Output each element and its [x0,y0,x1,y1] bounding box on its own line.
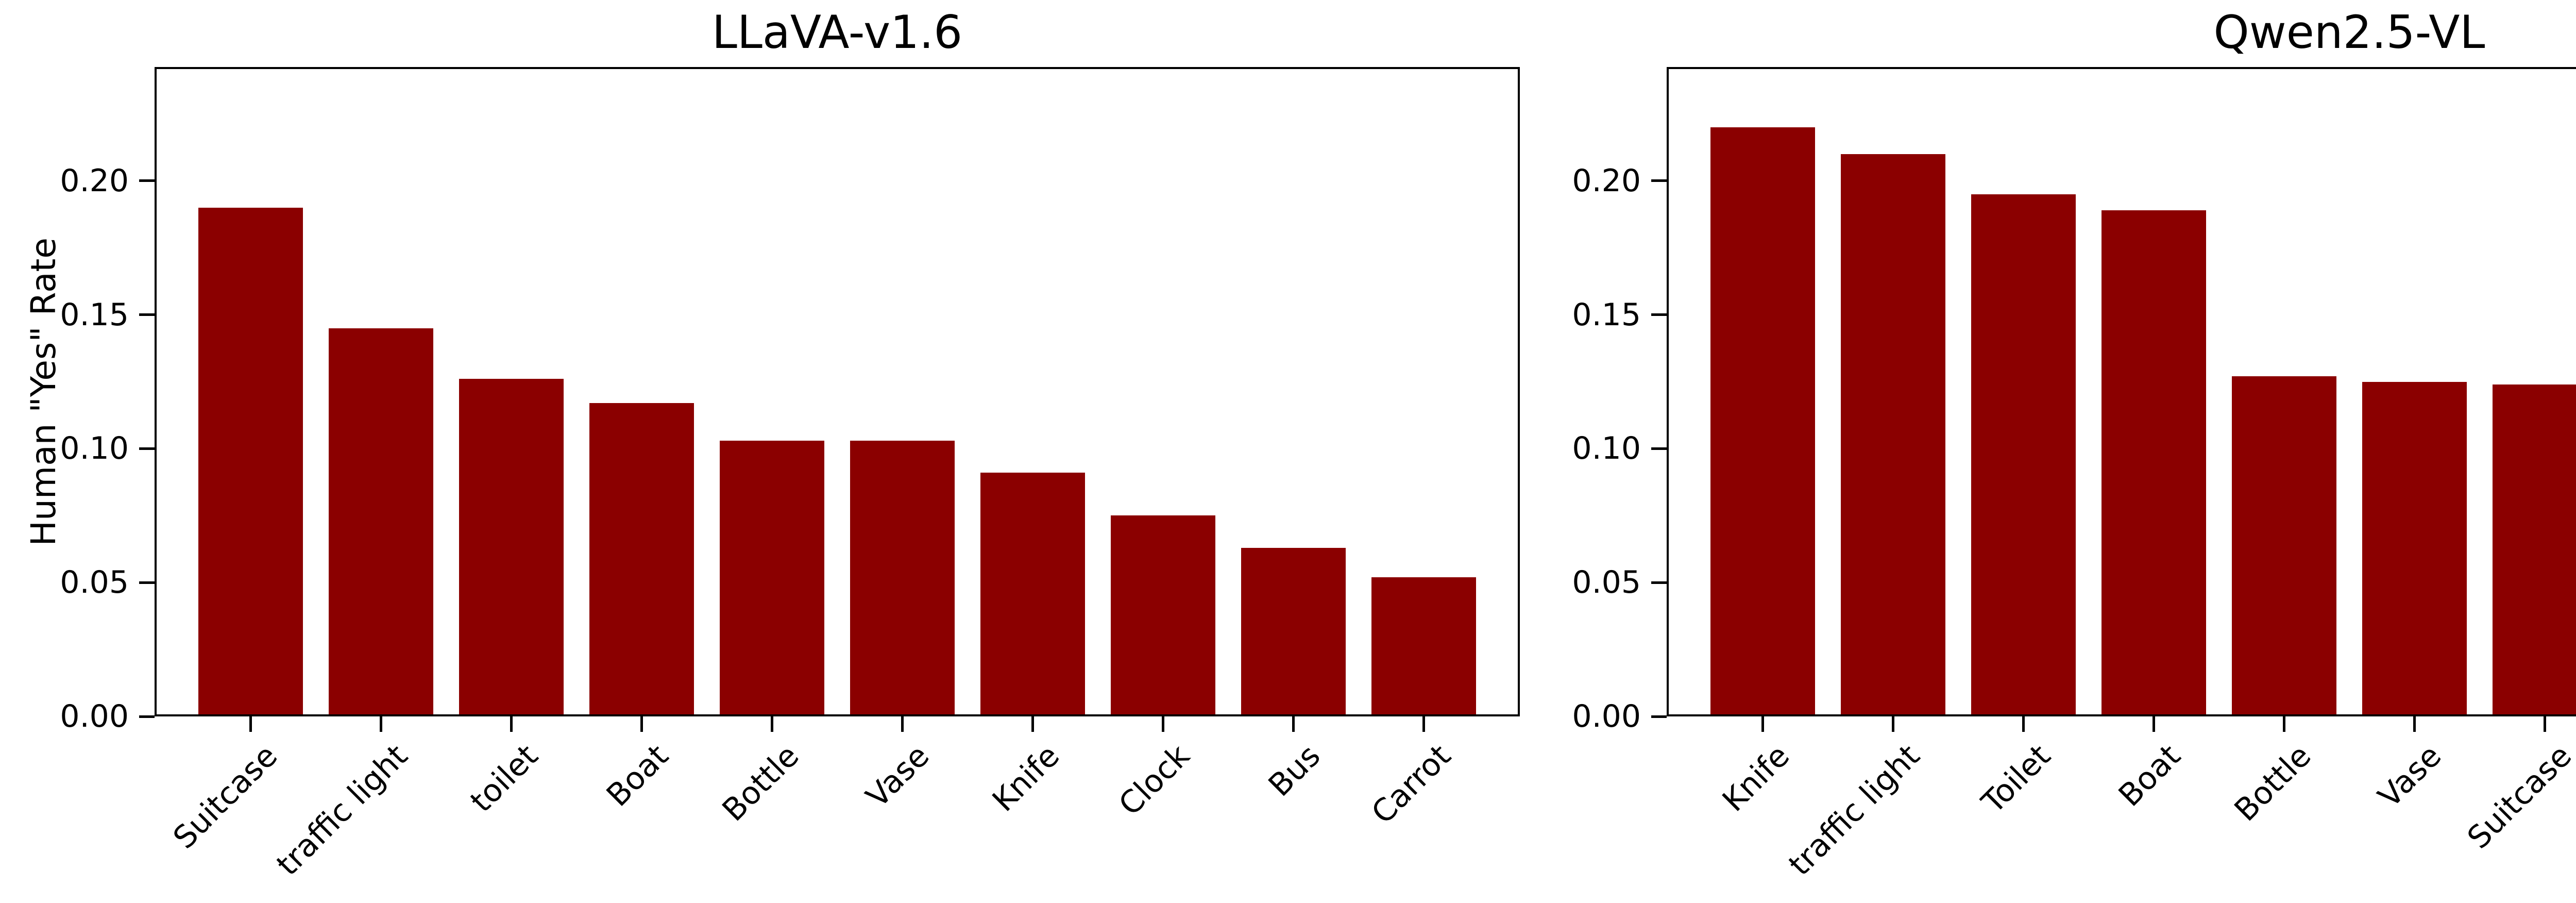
x-tick-mark [640,716,643,732]
bar-toilet [459,379,564,716]
x-tick-label: Suitcase [2461,738,2576,856]
y-tick-label: 0.10 [1572,430,1641,467]
y-tick-mark [139,581,155,584]
x-tick-label: traffic light [270,738,415,883]
bar-carrot [1371,577,1476,716]
x-tick-mark [1031,716,1034,732]
x-tick-label: Knife [1716,738,1797,819]
bar-knife [980,473,1085,716]
y-tick-mark [1651,447,1667,450]
y-tick-label: 0.05 [1572,564,1641,601]
y-tick-mark [1651,581,1667,584]
bar-bus [1241,547,1346,716]
x-tick-label: Boat [600,738,676,814]
x-tick-label: Toilet [1974,738,2058,821]
y-tick-mark [1651,715,1667,718]
bar-traffic-light [329,328,433,716]
y-tick-label: 0.15 [60,296,129,333]
bar-vase [2362,381,2467,716]
chart-title-llava: LLaVA-v1.6 [711,6,963,59]
x-tick-label: traffic light [1782,738,1927,883]
x-tick-label: Bottle [715,738,806,829]
x-tick-mark [249,716,252,732]
x-tick-mark [1422,716,1425,732]
x-tick-mark [2283,716,2285,732]
y-tick-label: 0.10 [60,430,129,467]
x-tick-label: Carrot [1364,738,1458,831]
x-tick-mark [2413,716,2416,732]
bar-boat [2102,210,2206,716]
x-tick-label: toilet [464,738,546,820]
y-tick-label: 0.20 [60,162,129,199]
x-tick-mark [1162,716,1164,732]
y-tick-label: 0.20 [1572,162,1641,199]
x-tick-mark [771,716,773,732]
bar-bottle [720,440,824,716]
x-tick-label: Vase [859,738,937,815]
x-tick-label: Knife [986,738,1067,819]
x-tick-mark [901,716,904,732]
y-tick-mark [139,715,155,718]
bar-traffic-light [1841,154,1945,716]
bar-clock [1111,515,1215,716]
bar-bottle [2232,376,2336,716]
y-tick-mark [1651,179,1667,182]
chart-title-qwen: Qwen2.5-VL [2213,6,2485,59]
bar-toilet [1971,194,2076,716]
x-tick-mark [380,716,382,732]
y-axis-label-text: Human "Yes" Rate [24,237,63,546]
y-tick-mark [139,313,155,316]
x-tick-label: Suitcase [166,738,285,856]
x-tick-mark [1892,716,1894,732]
x-tick-mark [2022,716,2025,732]
x-tick-label: Vase [2371,738,2449,815]
bar-vase [850,440,955,716]
y-tick-label: 0.15 [1572,296,1641,333]
x-tick-mark [1292,716,1295,732]
y-tick-mark [139,179,155,182]
bar-suitcase [2493,384,2576,716]
bar-knife [1710,127,1815,716]
bar-boat [589,403,694,716]
y-tick-label: 0.00 [60,698,129,734]
x-tick-mark [510,716,513,732]
x-tick-label: Boat [2112,738,2188,814]
x-tick-label: Bus [1261,738,1328,804]
x-tick-mark [2153,716,2155,732]
x-tick-label: Clock [1112,738,1197,823]
x-tick-label: Bottle [2227,738,2318,829]
y-tick-mark [1651,313,1667,316]
y-tick-mark [139,447,155,450]
y-tick-label: 0.00 [1572,698,1641,734]
y-tick-label: 0.05 [60,564,129,601]
x-tick-mark [2544,716,2546,732]
x-tick-mark [1761,716,1764,732]
bar-suitcase [198,207,303,716]
